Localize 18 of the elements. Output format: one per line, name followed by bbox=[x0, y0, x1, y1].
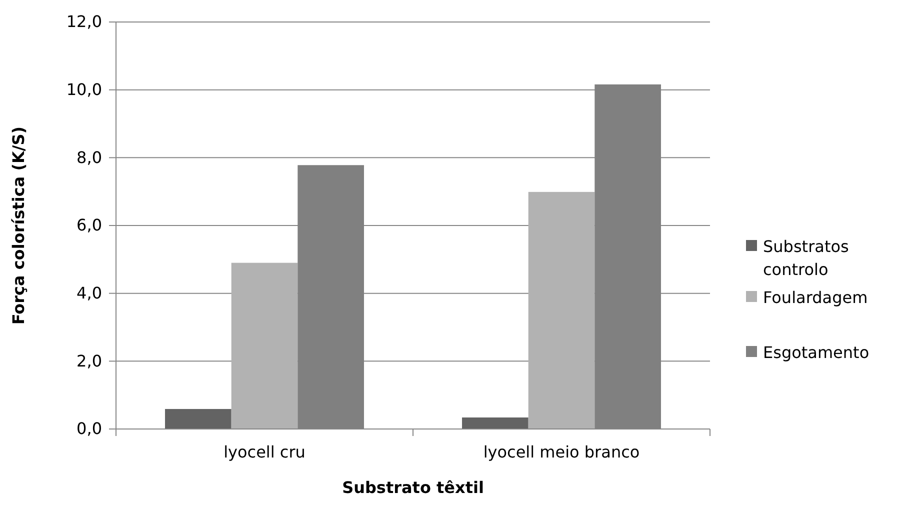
y-tick-label: 12,0 bbox=[66, 12, 102, 32]
y-tick-label: 4,0 bbox=[76, 283, 102, 302]
y-axis-title: Força colorística (K/S) bbox=[9, 126, 28, 325]
x-tick-label: lyocell meio branco bbox=[483, 442, 640, 462]
bar bbox=[231, 262, 298, 429]
bar bbox=[165, 408, 232, 429]
y-tick-label: 2,0 bbox=[76, 351, 102, 370]
bar bbox=[528, 192, 595, 429]
legend-label: Foulardagem bbox=[763, 288, 868, 307]
y-tick-label: 0,0 bbox=[76, 419, 102, 438]
x-axis-title: Substrato têxtil bbox=[342, 478, 484, 497]
y-tick-label: 10,0 bbox=[66, 80, 102, 99]
legend-label: Substratos controlo bbox=[763, 237, 849, 280]
legend-label: Esgotamento bbox=[763, 343, 870, 362]
x-tick-label: lyocell cru bbox=[224, 442, 306, 462]
bar bbox=[462, 417, 528, 429]
y-tick-label: 6,0 bbox=[76, 216, 102, 235]
y-tick-label: 8,0 bbox=[76, 148, 102, 167]
